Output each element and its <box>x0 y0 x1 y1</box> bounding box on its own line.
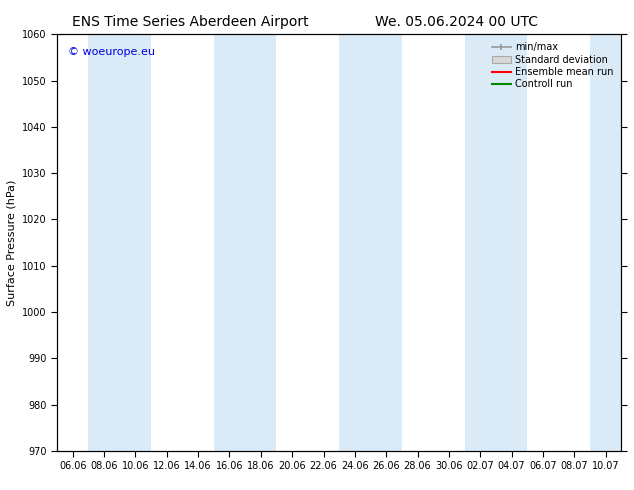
Bar <box>465 34 527 451</box>
Text: ENS Time Series Aberdeen Airport: ENS Time Series Aberdeen Airport <box>72 15 309 29</box>
Bar <box>590 34 621 451</box>
Bar <box>88 34 151 451</box>
Bar <box>214 34 276 451</box>
Legend: min/max, Standard deviation, Ensemble mean run, Controll run: min/max, Standard deviation, Ensemble me… <box>489 39 616 92</box>
Text: © woeurope.eu: © woeurope.eu <box>68 47 155 57</box>
Y-axis label: Surface Pressure (hPa): Surface Pressure (hPa) <box>6 179 16 306</box>
Text: We. 05.06.2024 00 UTC: We. 05.06.2024 00 UTC <box>375 15 538 29</box>
Bar <box>339 34 402 451</box>
